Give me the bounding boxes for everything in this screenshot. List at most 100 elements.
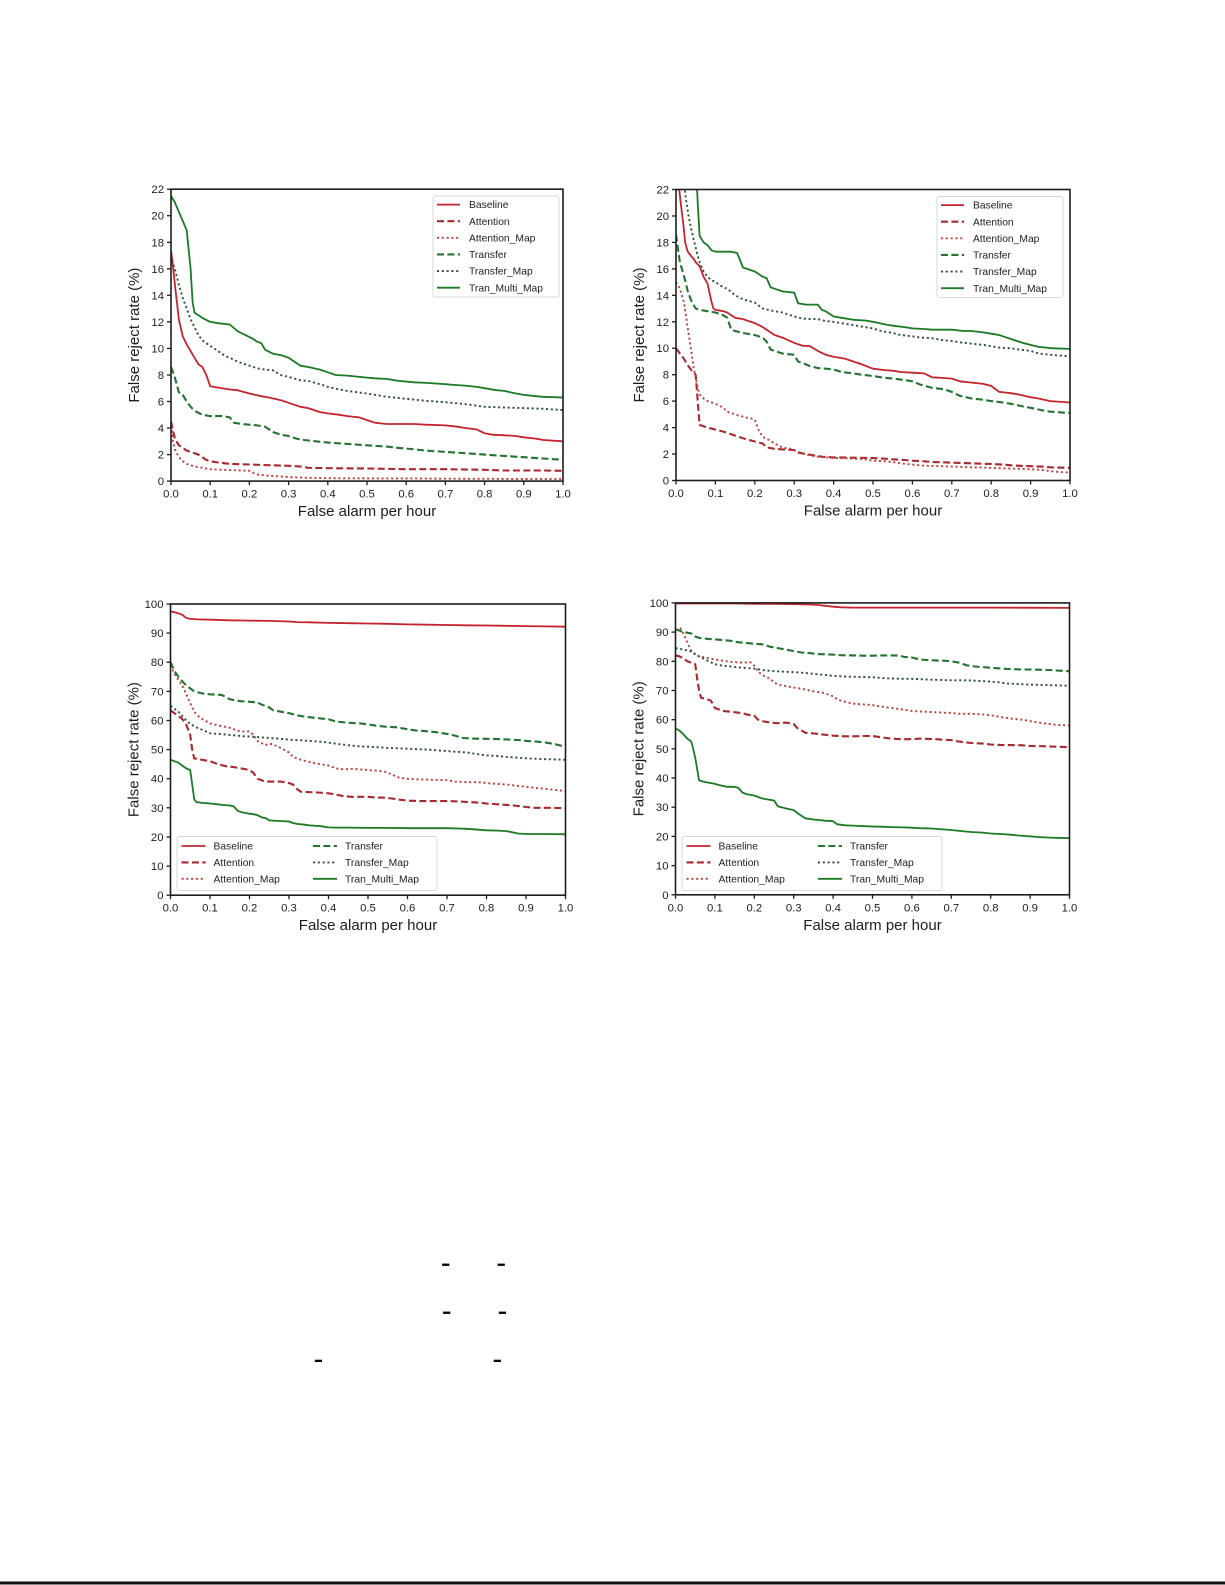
svg-text:6: 6 bbox=[158, 397, 164, 409]
svg-text:0: 0 bbox=[158, 476, 164, 488]
svg-text:0.9: 0.9 bbox=[518, 903, 534, 915]
svg-text:1.0: 1.0 bbox=[555, 489, 571, 501]
svg-text:40: 40 bbox=[656, 773, 669, 785]
svg-text:4: 4 bbox=[158, 423, 164, 435]
svg-text:0.4: 0.4 bbox=[320, 489, 336, 501]
svg-text:False reject rate (%): False reject rate (%) bbox=[631, 681, 648, 816]
svg-text:0.0: 0.0 bbox=[163, 903, 179, 915]
svg-text:6: 6 bbox=[663, 396, 669, 408]
svg-text:10: 10 bbox=[151, 343, 164, 355]
svg-text:Baseline: Baseline bbox=[719, 842, 759, 853]
svg-text:60: 60 bbox=[656, 715, 669, 727]
svg-text:Tran_Multi_Map: Tran_Multi_Map bbox=[469, 283, 543, 294]
svg-text:Attention: Attention bbox=[469, 217, 510, 228]
svg-text:8: 8 bbox=[158, 370, 164, 382]
svg-text:False reject rate (%): False reject rate (%) bbox=[126, 268, 143, 403]
svg-text:4: 4 bbox=[663, 423, 669, 435]
svg-text:0.4: 0.4 bbox=[826, 488, 842, 500]
svg-text:50: 50 bbox=[656, 744, 669, 756]
svg-text:0.8: 0.8 bbox=[983, 902, 999, 914]
svg-text:Transfer: Transfer bbox=[345, 842, 384, 853]
svg-text:10: 10 bbox=[656, 343, 669, 355]
svg-text:16: 16 bbox=[656, 264, 669, 276]
svg-text:0.1: 0.1 bbox=[707, 902, 723, 914]
svg-text:Tran_Multi_Map: Tran_Multi_Map bbox=[850, 874, 924, 885]
svg-text:0.4: 0.4 bbox=[321, 903, 337, 915]
svg-text:Attention_Map: Attention_Map bbox=[719, 874, 786, 885]
svg-text:Attention: Attention bbox=[973, 217, 1014, 228]
svg-text:12: 12 bbox=[151, 317, 164, 329]
svg-text:Transfer: Transfer bbox=[469, 250, 508, 261]
svg-text:0.0: 0.0 bbox=[668, 902, 684, 914]
svg-text:16: 16 bbox=[151, 264, 164, 276]
svg-text:Transfer: Transfer bbox=[850, 842, 889, 853]
svg-text:Attention_Map: Attention_Map bbox=[469, 233, 536, 244]
svg-text:Transfer_Map: Transfer_Map bbox=[469, 267, 533, 278]
svg-text:40: 40 bbox=[151, 774, 164, 786]
svg-text:0.3: 0.3 bbox=[786, 488, 802, 500]
svg-text:Attention: Attention bbox=[719, 858, 760, 869]
svg-text:90: 90 bbox=[656, 627, 669, 639]
svg-text:1.0: 1.0 bbox=[1062, 902, 1078, 914]
svg-text:0.9: 0.9 bbox=[516, 489, 532, 501]
svg-text:2: 2 bbox=[158, 450, 164, 462]
svg-text:Tran_Multi_Map: Tran_Multi_Map bbox=[345, 874, 419, 885]
svg-text:0.7: 0.7 bbox=[439, 903, 455, 915]
svg-text:0.4: 0.4 bbox=[825, 902, 841, 914]
svg-text:10: 10 bbox=[656, 861, 669, 873]
svg-text:0.2: 0.2 bbox=[747, 488, 763, 500]
svg-text:0.9: 0.9 bbox=[1023, 488, 1039, 500]
svg-text:0: 0 bbox=[663, 476, 669, 488]
svg-text:50: 50 bbox=[151, 745, 164, 757]
svg-text:Attention: Attention bbox=[214, 858, 255, 869]
svg-text:80: 80 bbox=[151, 657, 164, 669]
svg-text:0.2: 0.2 bbox=[746, 902, 762, 914]
svg-text:0.0: 0.0 bbox=[668, 488, 684, 500]
svg-text:Attention_Map: Attention_Map bbox=[973, 234, 1040, 245]
svg-text:Transfer: Transfer bbox=[973, 251, 1012, 262]
svg-text:0.5: 0.5 bbox=[865, 902, 881, 914]
svg-text:80: 80 bbox=[656, 656, 669, 668]
svg-text:0.8: 0.8 bbox=[477, 489, 493, 501]
svg-text:70: 70 bbox=[151, 686, 164, 698]
svg-text:2: 2 bbox=[663, 449, 669, 461]
svg-text:90: 90 bbox=[151, 628, 164, 640]
svg-text:0.2: 0.2 bbox=[242, 489, 258, 501]
svg-text:Attention_Map: Attention_Map bbox=[214, 874, 281, 885]
svg-text:0.1: 0.1 bbox=[202, 903, 218, 915]
svg-text:18: 18 bbox=[656, 237, 669, 249]
svg-text:0.7: 0.7 bbox=[944, 488, 960, 500]
svg-text:0.5: 0.5 bbox=[359, 489, 375, 501]
svg-text:14: 14 bbox=[656, 290, 669, 302]
svg-text:Baseline: Baseline bbox=[469, 200, 509, 211]
svg-text:Transfer_Map: Transfer_Map bbox=[345, 858, 409, 869]
svg-text:60: 60 bbox=[151, 716, 164, 728]
svg-text:22: 22 bbox=[151, 184, 164, 196]
svg-text:0.6: 0.6 bbox=[904, 902, 920, 914]
svg-text:0.1: 0.1 bbox=[708, 488, 724, 500]
svg-text:Transfer_Map: Transfer_Map bbox=[850, 858, 914, 869]
svg-text:0.3: 0.3 bbox=[281, 903, 297, 915]
svg-text:False alarm per hour: False alarm per hour bbox=[299, 917, 437, 934]
svg-text:70: 70 bbox=[656, 686, 669, 698]
svg-text:0.8: 0.8 bbox=[983, 488, 999, 500]
svg-text:0.9: 0.9 bbox=[1022, 902, 1038, 914]
svg-text:10: 10 bbox=[151, 861, 164, 873]
svg-text:False alarm per hour: False alarm per hour bbox=[298, 503, 436, 520]
svg-text:0.6: 0.6 bbox=[400, 903, 416, 915]
svg-text:100: 100 bbox=[145, 599, 164, 611]
svg-text:0.7: 0.7 bbox=[943, 902, 959, 914]
svg-text:20: 20 bbox=[656, 211, 669, 223]
svg-text:0.3: 0.3 bbox=[786, 902, 802, 914]
svg-text:Baseline: Baseline bbox=[214, 842, 254, 853]
svg-text:Baseline: Baseline bbox=[973, 201, 1013, 212]
svg-text:0.2: 0.2 bbox=[242, 903, 258, 915]
svg-text:False reject rate (%): False reject rate (%) bbox=[126, 682, 143, 817]
svg-text:20: 20 bbox=[656, 831, 669, 843]
svg-text:0.8: 0.8 bbox=[479, 903, 495, 915]
svg-text:0.5: 0.5 bbox=[865, 488, 881, 500]
svg-text:0.6: 0.6 bbox=[905, 488, 921, 500]
svg-text:0.0: 0.0 bbox=[163, 489, 179, 501]
svg-text:18: 18 bbox=[151, 237, 164, 249]
svg-text:8: 8 bbox=[663, 370, 669, 382]
